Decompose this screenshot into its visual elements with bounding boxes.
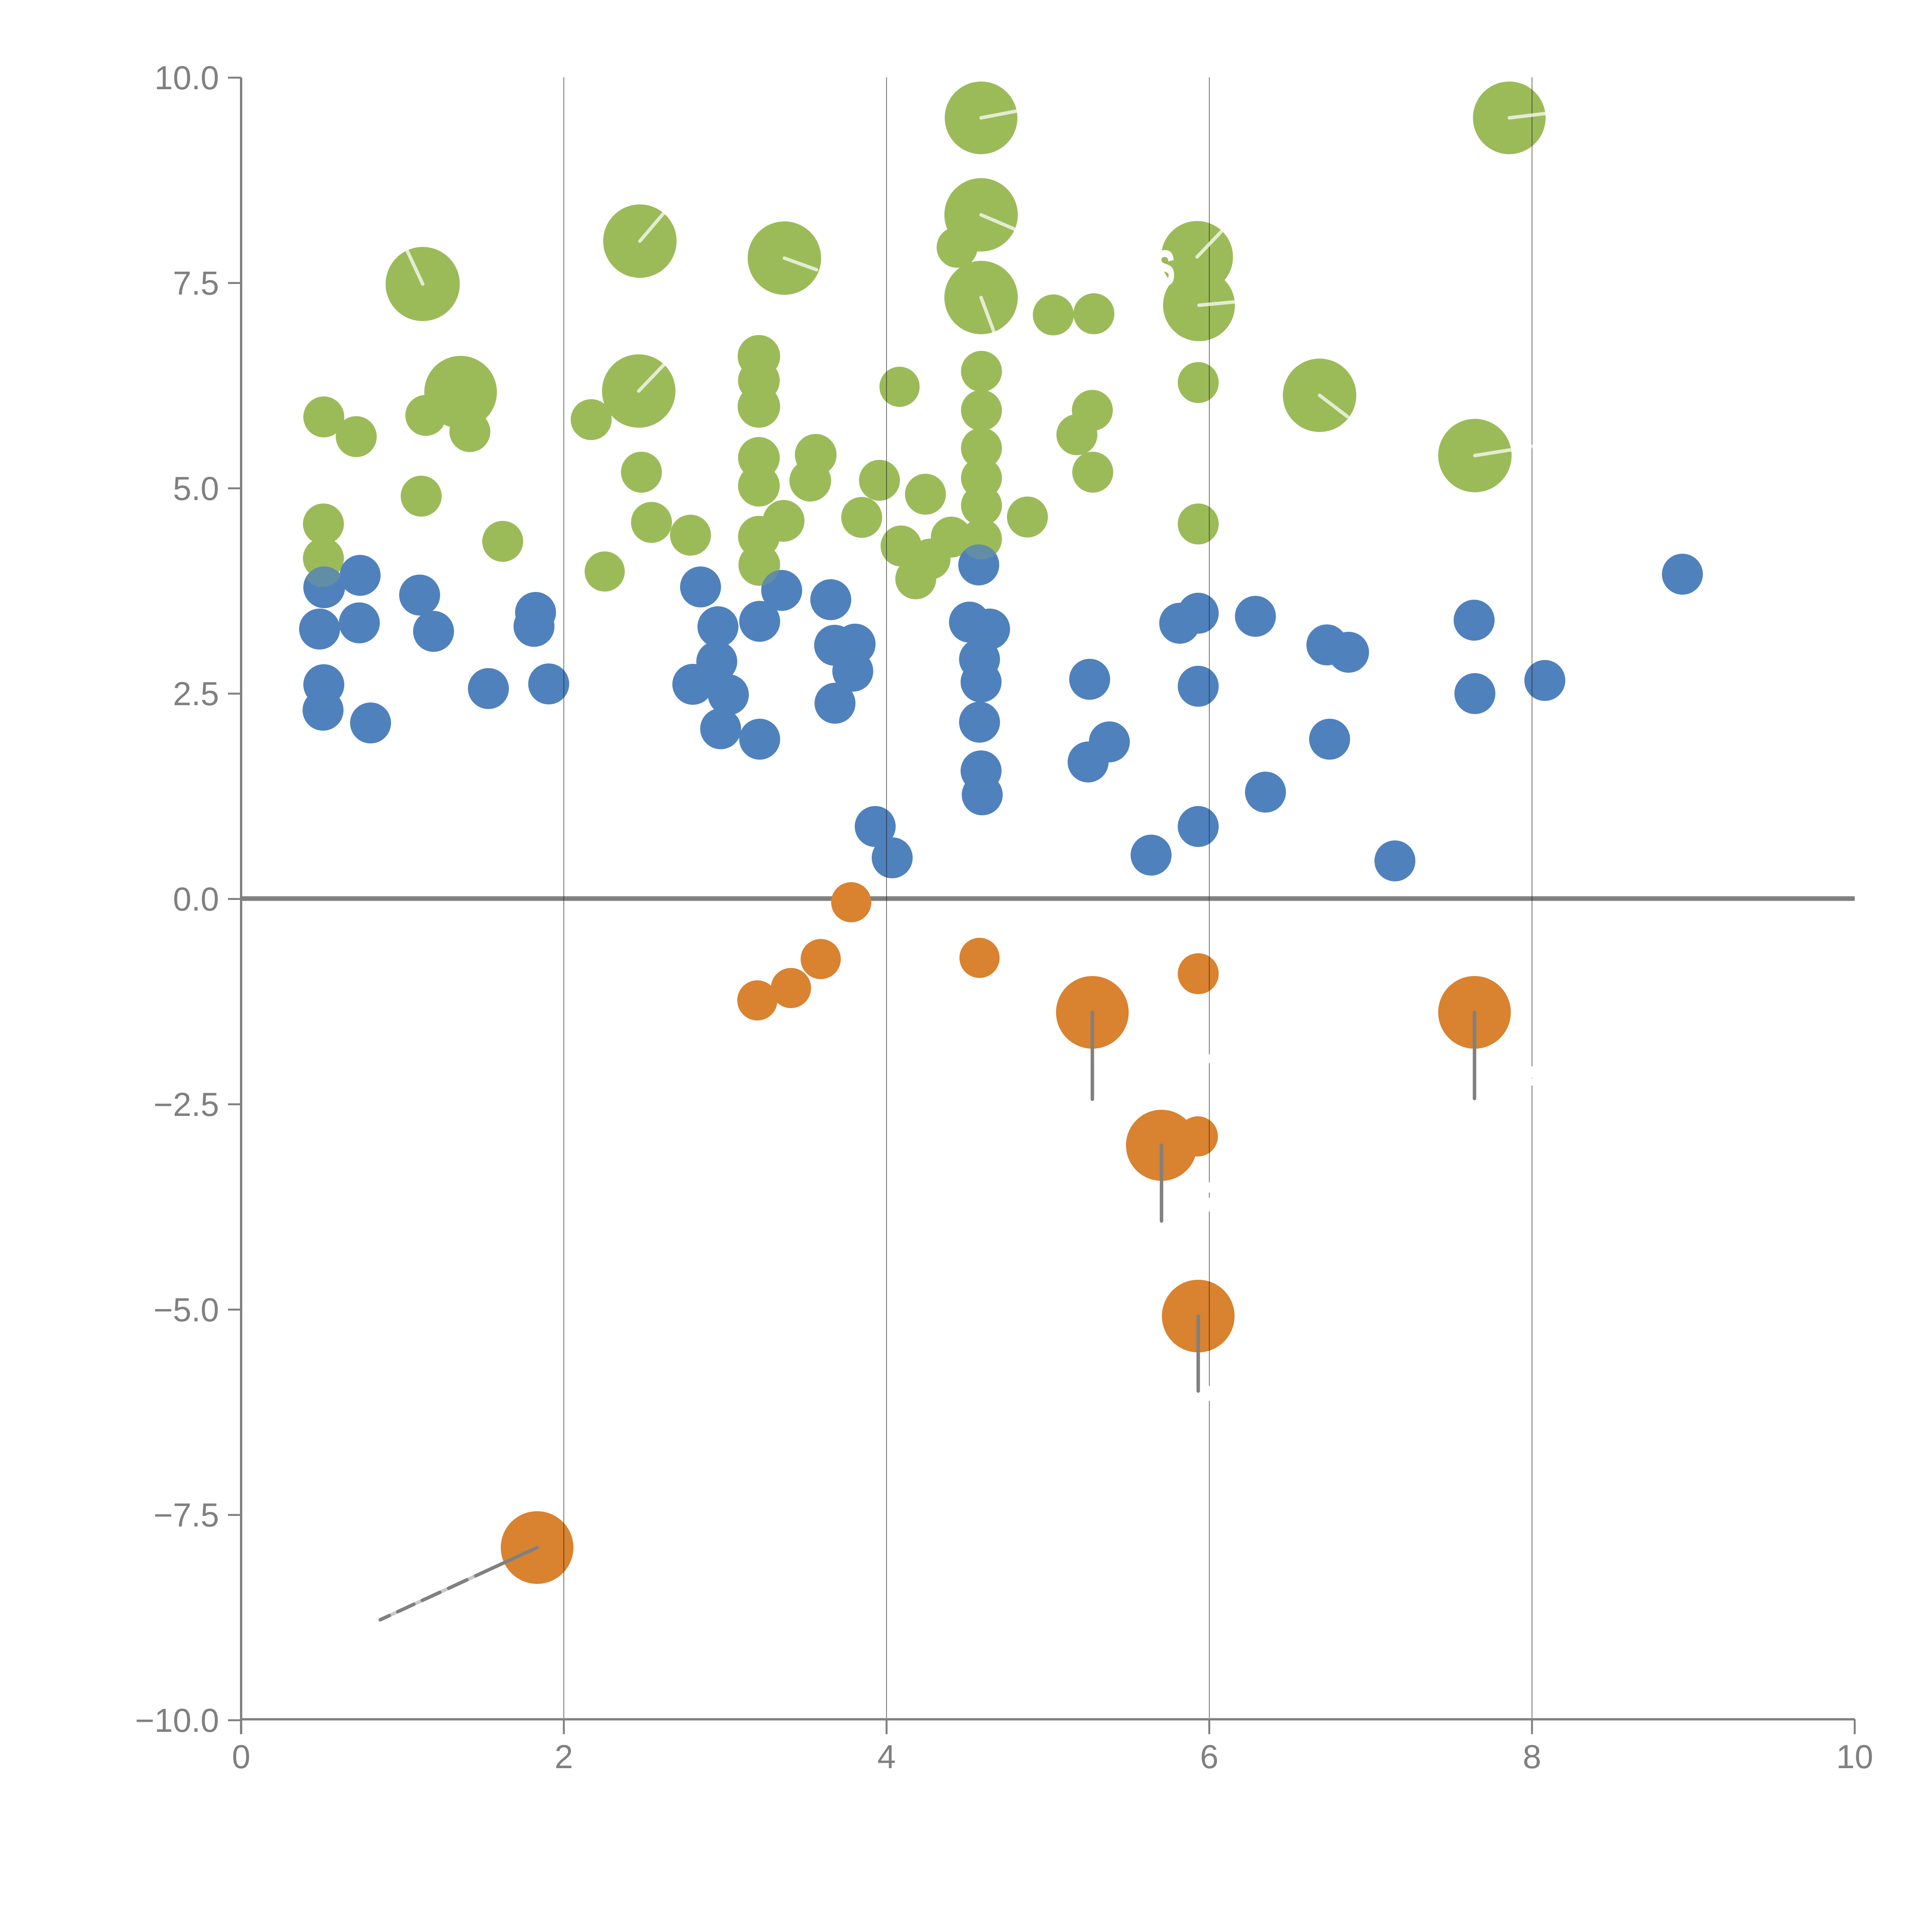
svg-text:−2.5: −2.5	[153, 1086, 219, 1123]
svg-text:−7.5: −7.5	[153, 1497, 219, 1534]
svg-text:0.0: 0.0	[173, 881, 219, 918]
svg-text:6: 6	[1200, 1738, 1219, 1776]
svg-text:10.0: 10.0	[155, 60, 219, 97]
svg-text:5.0: 5.0	[173, 470, 219, 507]
svg-text:4: 4	[877, 1738, 896, 1776]
svg-text:−5.0: −5.0	[153, 1291, 219, 1328]
svg-text:S: S	[1155, 242, 1175, 295]
svg-text:2.5: 2.5	[173, 675, 219, 713]
svg-text:−10.0: −10.0	[135, 1702, 219, 1739]
svg-text:8: 8	[1523, 1738, 1541, 1776]
svg-text:10: 10	[1836, 1738, 1873, 1776]
svg-text:2: 2	[554, 1738, 573, 1776]
svg-text:7.5: 7.5	[173, 265, 219, 302]
svg-text:0: 0	[232, 1738, 250, 1776]
